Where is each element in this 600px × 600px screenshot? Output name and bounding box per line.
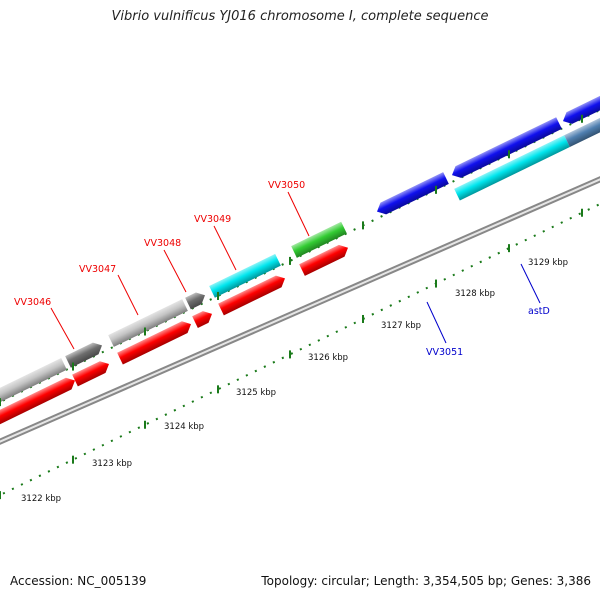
genome-summary-text: Topology: circular; Length: 3,354,505 bp… xyxy=(261,574,591,588)
ruler-ticks xyxy=(0,114,583,500)
gene-label-vv3049: VV3049 xyxy=(194,214,231,225)
feature-dark-1 xyxy=(65,342,102,368)
feature-steel-1 xyxy=(564,117,600,147)
gene-label-vv3048: VV3048 xyxy=(144,238,181,249)
map-title: Vibrio vulnificus YJ016 chromosome I, co… xyxy=(111,9,489,24)
gene-label-leader xyxy=(117,274,139,316)
inner-ruler-dots xyxy=(0,203,600,497)
ruler-label-3126: 3126 kbp xyxy=(308,353,348,363)
gene-label-leader xyxy=(287,191,310,237)
gene-label-leader xyxy=(163,249,187,293)
feature-red-1 xyxy=(0,377,75,425)
gene-label-vv3046: VV3046 xyxy=(14,297,51,308)
gene-label-vv3050: VV3050 xyxy=(268,180,305,191)
feature-blue-2 xyxy=(452,117,562,178)
ruler-label-3124: 3124 kbp xyxy=(164,422,204,432)
feature-blue-1 xyxy=(377,172,449,215)
feature-blue-3 xyxy=(563,95,600,124)
feature-green-1 xyxy=(291,221,347,258)
gene-label-astd: astD xyxy=(528,306,550,317)
feature-gray-2 xyxy=(108,299,188,347)
feature-dark-2 xyxy=(185,292,205,310)
gene-label-leader xyxy=(520,263,541,304)
feature-red-2 xyxy=(72,361,109,387)
feature-cyan-1 xyxy=(209,253,281,298)
feature-red-4 xyxy=(192,311,212,328)
feature-red-6 xyxy=(299,244,348,276)
ruler-label-3128: 3128 kbp xyxy=(455,289,495,299)
feature-red-3 xyxy=(117,321,191,365)
gene-labels: VV3046 VV3047 VV3048 VV3049 VV3050 VV3051 astD xyxy=(14,180,550,358)
gene-features xyxy=(0,95,600,425)
ruler-labels: 3122 kbp 3123 kbp 3124 kbp 3125 kbp 3126 kbp… xyxy=(21,258,568,504)
gene-label-vv3047: VV3047 xyxy=(79,264,116,275)
ruler-label-3127: 3127 kbp xyxy=(381,321,421,331)
ruler-label-3123: 3123 kbp xyxy=(92,459,132,469)
accession-text: Accession: NC_005139 xyxy=(10,574,147,588)
gene-label-leader xyxy=(213,225,237,271)
ruler-label-3125: 3125 kbp xyxy=(236,388,276,398)
gene-label-leader xyxy=(50,307,75,350)
ruler-label-3129: 3129 kbp xyxy=(528,258,568,268)
feature-red-5 xyxy=(218,275,285,316)
feature-cyan-2 xyxy=(454,135,570,201)
feature-gray-1 xyxy=(0,358,67,403)
gene-label-leader xyxy=(426,301,447,344)
ruler-label-3122: 3122 kbp xyxy=(21,494,61,504)
chromosome-backbone-highlight xyxy=(0,178,600,443)
gene-label-vv3051: VV3051 xyxy=(426,347,463,358)
